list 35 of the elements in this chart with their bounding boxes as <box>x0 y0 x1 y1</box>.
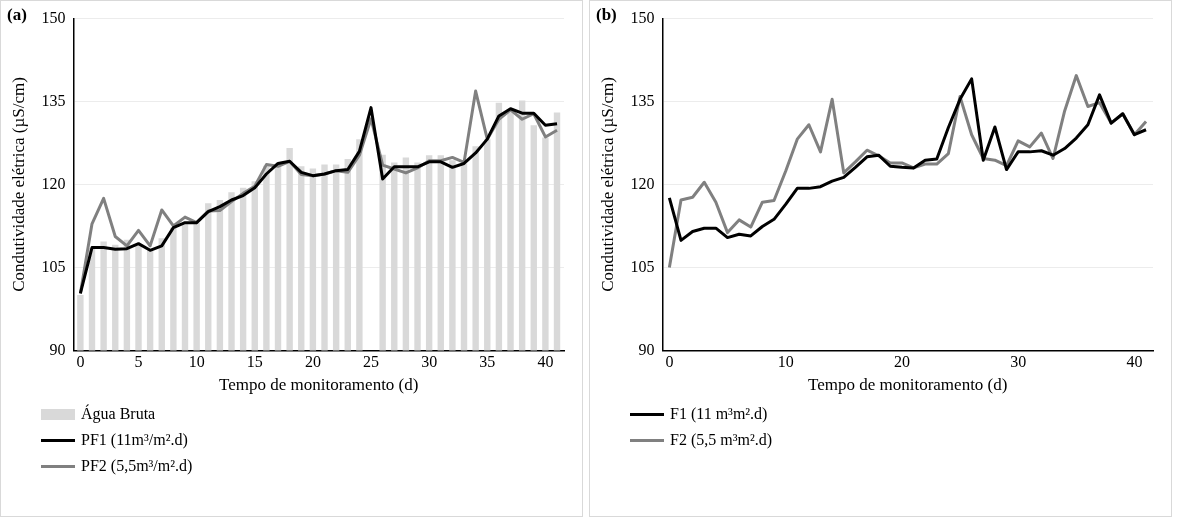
x-tick-label: 25 <box>363 353 380 371</box>
y-tick-label: 150 <box>630 8 655 26</box>
y-tick-label: 150 <box>41 8 66 26</box>
x-axis-title: Tempo de monitoramento (d) <box>807 375 1008 395</box>
x-tick-label: 20 <box>304 353 321 371</box>
text: (b) <box>596 5 617 25</box>
x-tick-label: 0 <box>76 353 85 371</box>
x-tick-label: 10 <box>188 353 205 371</box>
x-tick-label: 30 <box>421 353 438 371</box>
y-tick-label: 90 <box>638 340 655 358</box>
legend-label: PF2 (5,5m³/m².d) <box>81 457 193 475</box>
y-tick-label: 135 <box>41 91 66 109</box>
y-axis-title: Condutividade elétrica (µS/cm) <box>8 77 28 292</box>
y-tick-label: 105 <box>41 257 66 275</box>
x-tick-label: 40 <box>1126 353 1143 371</box>
text: (a) <box>7 5 27 25</box>
y-axis-title: Condutividade elétrica (µS/cm) <box>597 77 617 292</box>
x-axis-title: Tempo de monitoramento (d) <box>218 375 419 395</box>
legend-label: Água Bruta <box>81 405 156 423</box>
legend-label: PF1 (11m³/m².d) <box>81 431 188 449</box>
x-tick-label: 10 <box>777 353 794 371</box>
y-tick-label: 90 <box>49 340 66 358</box>
x-tick-label: 40 <box>537 353 554 371</box>
x-tick-label: 30 <box>1010 353 1027 371</box>
y-tick-label: 120 <box>630 174 655 192</box>
x-tick-label: 15 <box>246 353 263 371</box>
x-tick-label: 20 <box>893 353 910 371</box>
legend-label: F1 (11 m³m².d) <box>670 405 768 423</box>
legend-label: F2 (5,5 m³m².d) <box>670 431 773 449</box>
y-tick-label: 105 <box>630 257 655 275</box>
x-tick-label: 0 <box>665 353 674 371</box>
x-tick-label: 35 <box>479 353 496 371</box>
y-tick-label: 120 <box>41 174 66 192</box>
x-tick-label: 5 <box>134 353 143 371</box>
y-tick-label: 135 <box>630 91 655 109</box>
